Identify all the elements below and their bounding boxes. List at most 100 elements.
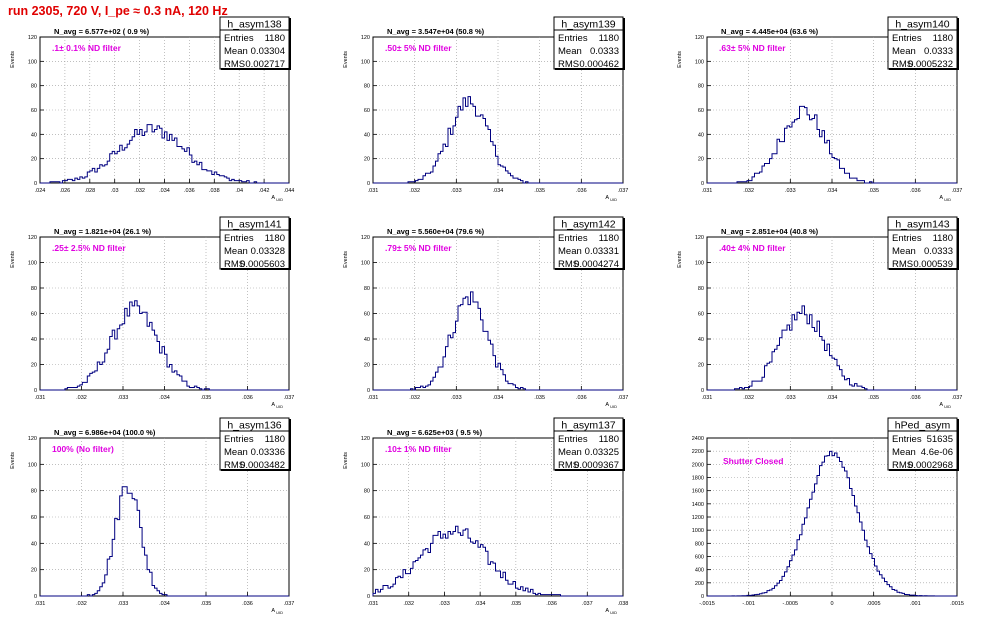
y-tick-label: 60	[31, 108, 37, 114]
histogram-bins	[372, 525, 623, 597]
y-tick-label: 40	[31, 337, 37, 343]
stats-value: 0.03325	[585, 447, 619, 458]
histogram-bins	[40, 300, 289, 391]
x-tick-label: .031	[368, 188, 379, 194]
histogram-bins	[707, 105, 957, 184]
x-tick-label: .031	[368, 601, 379, 607]
stats-box-shadow	[623, 218, 625, 270]
stats-value: 0.03336	[251, 447, 285, 458]
y-tick-label: 1200	[692, 515, 704, 521]
y-axis-title: Events	[343, 452, 349, 469]
stats-value: 51635	[927, 434, 953, 445]
x-tick-label: .031	[35, 601, 46, 607]
y-tick-label: 20	[31, 157, 37, 163]
stats-box: h_asym138 Entries 1180 Mean 0.03304 RMS 0.0027…	[219, 16, 291, 70]
histogram-panel-h_asym143: .031 .032 .033 .034 .035 .036 .037 0 20 40 60 80 100…	[677, 216, 962, 409]
stats-box-shadow	[555, 68, 624, 70]
stats-label: Mean	[224, 246, 248, 257]
stats-label: RMS	[558, 460, 579, 471]
histogram-bins	[40, 124, 289, 184]
x-tick-label: .035	[510, 601, 521, 607]
x-tick-label: .032	[403, 601, 414, 607]
n-avg-label: N_avg = 6.625e+03 ( 9.5 %)	[387, 428, 483, 437]
stats-label: Mean	[224, 447, 248, 458]
x-tick-label: .034	[159, 188, 170, 194]
stats-box-shadow	[555, 268, 624, 270]
y-tick-label: 1000	[692, 528, 704, 534]
x-tick-label: .036	[546, 601, 557, 607]
y-tick-label: 60	[31, 312, 37, 318]
y-tick-label: 600	[695, 555, 704, 561]
stats-box-frame	[887, 417, 958, 471]
n-avg-label: N_avg = 3.547e+04 (50.8 %)	[387, 27, 485, 36]
stats-label: Mean	[892, 246, 916, 257]
stats-label: Entries	[224, 434, 254, 445]
x-tick-label: .032	[743, 188, 754, 194]
x-tick-label: .035	[534, 188, 545, 194]
filter-label: .79± 5% ND filter	[385, 243, 452, 253]
x-tick-label: .036	[576, 188, 587, 194]
histogram-name: h_asym140	[895, 19, 949, 31]
x-tick-label: .04	[235, 188, 243, 194]
y-tick-label: 40	[364, 541, 370, 547]
histogram-name: h_asym138	[227, 19, 281, 31]
x-axis-title: A UID	[271, 608, 283, 615]
stats-value: 0.03331	[585, 246, 619, 257]
histogram-panel-hPed_asym: -.0015 -.001 -.0005 0 .0005 .001 .0015 0 200 400 6…	[692, 417, 964, 607]
x-tick-label: .037	[582, 601, 593, 607]
stats-label: Entries	[892, 33, 922, 44]
stats-label: Entries	[892, 233, 922, 244]
y-tick-label: 2400	[692, 436, 704, 442]
x-tick-label: .044	[284, 188, 295, 194]
x-tick-label: .031	[35, 395, 46, 401]
y-tick-label: 100	[28, 261, 37, 267]
y-tick-label: 0	[34, 181, 37, 187]
y-tick-label: 120	[361, 35, 370, 41]
stats-label: Entries	[892, 434, 922, 445]
y-tick-label: 80	[364, 489, 370, 495]
filter-label: .1± 0.1% ND filter	[52, 43, 122, 53]
histogram-name: h_asym137	[561, 420, 615, 432]
stats-label: Entries	[558, 434, 588, 445]
x-tick-label: .033	[451, 395, 462, 401]
stats-value: 4.6e-06	[921, 447, 953, 458]
y-tick-label: 0	[367, 594, 370, 600]
histogram-bins	[40, 486, 289, 597]
y-tick-label: 120	[28, 35, 37, 41]
x-tick-label: .001	[910, 601, 921, 607]
stats-box-shadow	[889, 469, 958, 471]
y-axis-title: Events	[10, 452, 16, 469]
y-axis-title: Events	[343, 251, 349, 268]
y-tick-label: 20	[31, 568, 37, 574]
stats-box-shadow	[623, 419, 625, 471]
y-tick-label: 120	[695, 235, 704, 241]
y-tick-label: 80	[31, 84, 37, 90]
filter-label: .40± 4% ND filter	[719, 243, 786, 253]
x-tick-label: .034	[159, 395, 170, 401]
stats-box-shadow	[289, 218, 291, 270]
x-tick-label: .036	[242, 601, 253, 607]
histogram-panel-h_asym141: .031 .032 .033 .034 .035 .036 .037 0 20 40 60 80 100…	[10, 216, 294, 409]
stats-value: 0.000539	[913, 259, 953, 270]
y-tick-label: 80	[698, 286, 704, 292]
filter-label: .50± 5% ND filter	[385, 43, 452, 53]
stats-box: h_asym141 Entries 1180 Mean 0.03328 RMS0.0005…	[219, 216, 291, 270]
x-tick-label: .035	[868, 188, 879, 194]
y-tick-label: 0	[34, 388, 37, 394]
y-tick-label: 100	[361, 462, 370, 468]
y-tick-label: 20	[698, 363, 704, 369]
y-axis-title: Events	[677, 251, 683, 268]
x-tick-label: .035	[534, 395, 545, 401]
filter-label: Shutter Closed	[723, 456, 783, 466]
y-tick-label: 0	[367, 181, 370, 187]
x-tick-label: .032	[409, 395, 420, 401]
y-tick-label: 100	[28, 462, 37, 468]
stats-box-shadow	[289, 18, 291, 70]
histogram-name: h_asym136	[227, 420, 281, 432]
x-tick-label: .031	[702, 395, 713, 401]
histogram-panel-h_asym138: .024 .026 .028 .03 .032 .034 .036 .038 .04 .042 .0…	[10, 16, 295, 202]
y-tick-label: 2000	[692, 462, 704, 468]
stats-value: 0.0005232	[908, 59, 953, 70]
y-tick-label: 20	[364, 568, 370, 574]
x-tick-label: .031	[702, 188, 713, 194]
